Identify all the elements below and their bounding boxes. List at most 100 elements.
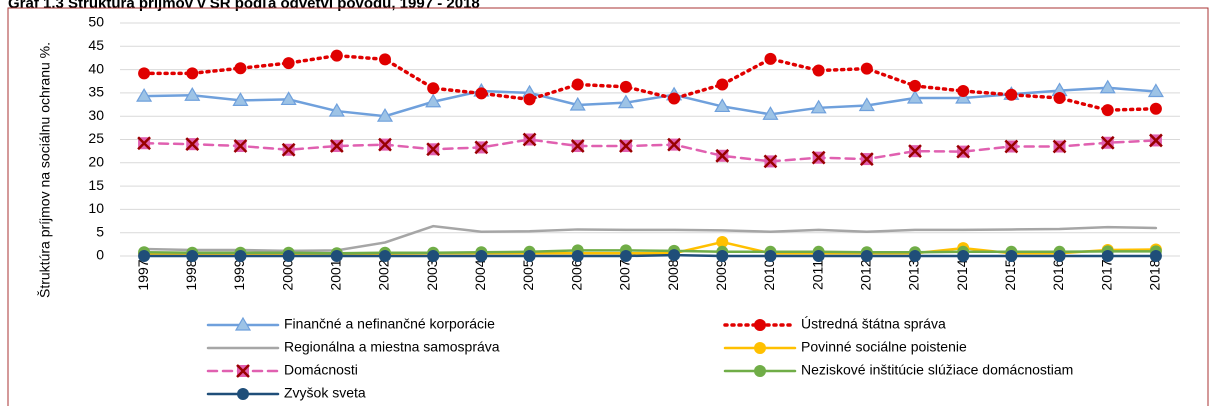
marker xyxy=(330,49,343,62)
x-tick-label: 2013 xyxy=(906,259,922,290)
frame xyxy=(7,7,1209,406)
x-tick-label: 2011 xyxy=(809,260,825,290)
legend-label: Ústredná štátna správa xyxy=(801,316,946,332)
marker xyxy=(571,78,584,91)
marker xyxy=(280,91,297,106)
marker xyxy=(909,250,921,262)
x-tick-label: 2008 xyxy=(665,259,681,290)
series-line xyxy=(142,138,1158,163)
x-tick-label: 2014 xyxy=(954,259,970,290)
marker xyxy=(474,140,489,155)
marker xyxy=(186,67,199,80)
marker xyxy=(330,250,343,262)
marker xyxy=(570,139,585,153)
marker xyxy=(764,250,777,262)
marker xyxy=(812,64,825,77)
y-tick-label: 50 xyxy=(88,14,104,30)
x-tick-label: 2015 xyxy=(1002,259,1018,290)
y-tick-label: 45 xyxy=(88,37,104,53)
marker xyxy=(426,142,441,157)
x-tick-label: 2002 xyxy=(376,259,392,290)
marker xyxy=(716,78,729,91)
marker xyxy=(764,52,777,65)
marker xyxy=(379,53,391,66)
x-tick-label: 2001 xyxy=(328,259,344,290)
marker xyxy=(617,94,634,109)
x-tick-label: 2010 xyxy=(761,259,777,290)
x-tick-label: 2000 xyxy=(279,259,295,290)
y-tick-label: 10 xyxy=(88,200,104,216)
y-tick-label: 5 xyxy=(96,223,104,239)
marker xyxy=(714,98,731,113)
series-line xyxy=(142,224,1158,253)
marker xyxy=(956,144,971,159)
y-tick-label: 25 xyxy=(88,130,104,146)
marker xyxy=(475,87,488,100)
marker xyxy=(754,342,766,354)
marker xyxy=(571,250,584,262)
marker xyxy=(762,106,779,120)
marker xyxy=(812,250,825,262)
marker xyxy=(906,89,924,104)
marker xyxy=(716,236,729,249)
marker xyxy=(1100,135,1115,150)
marker xyxy=(379,250,391,262)
marker xyxy=(957,85,970,98)
marker xyxy=(523,250,536,262)
marker xyxy=(137,136,151,151)
marker xyxy=(619,250,632,262)
x-tick-label: 2018 xyxy=(1147,259,1163,290)
x-tick-label: 2012 xyxy=(858,259,874,290)
legend-label: Zvyšok sveta xyxy=(284,385,366,401)
marker xyxy=(522,132,537,147)
marker xyxy=(1004,139,1019,154)
marker xyxy=(754,365,766,377)
marker xyxy=(282,57,295,70)
marker xyxy=(754,319,766,331)
marker xyxy=(1053,92,1066,105)
marker xyxy=(234,62,247,75)
marker xyxy=(427,250,440,262)
series-line xyxy=(142,53,1158,112)
marker xyxy=(1099,79,1116,94)
series-line xyxy=(142,253,1158,258)
marker xyxy=(810,99,827,114)
marker xyxy=(523,93,536,106)
marker xyxy=(569,96,586,111)
y-tick-label: 0 xyxy=(96,247,104,263)
x-tick-label: 1999 xyxy=(231,259,247,290)
marker xyxy=(1149,250,1162,262)
marker xyxy=(763,154,778,169)
marker xyxy=(1052,139,1067,154)
marker xyxy=(138,250,151,262)
marker xyxy=(138,67,151,80)
y-tick-label: 15 xyxy=(88,177,104,193)
x-tick-label: 2006 xyxy=(568,259,584,290)
legend-label: Finančné a nefinančné korporácie xyxy=(284,316,495,332)
y-tick-label: 30 xyxy=(88,107,104,123)
marker xyxy=(136,87,153,102)
marker xyxy=(1101,250,1114,262)
marker xyxy=(858,97,875,112)
marker xyxy=(328,102,345,117)
marker xyxy=(186,250,199,262)
marker xyxy=(667,137,681,152)
marker xyxy=(1149,133,1163,148)
chart-title: Graf 1.3 Štruktúra príjmov v SR podľa od… xyxy=(8,0,480,12)
legend-label: Regionálna a miestna samospráva xyxy=(284,339,500,355)
marker xyxy=(1053,250,1066,262)
marker xyxy=(329,139,344,153)
x-tick-label: 2016 xyxy=(1050,259,1066,290)
marker xyxy=(237,388,249,400)
legend-label: Domácnosti xyxy=(284,362,358,378)
marker xyxy=(619,80,632,93)
x-tick-label: 1998 xyxy=(183,259,199,290)
marker xyxy=(427,82,440,95)
marker xyxy=(1005,250,1018,262)
marker xyxy=(716,250,729,262)
marker xyxy=(281,142,296,157)
x-tick-label: 2017 xyxy=(1098,259,1114,290)
marker xyxy=(957,250,970,262)
marker xyxy=(811,150,826,165)
